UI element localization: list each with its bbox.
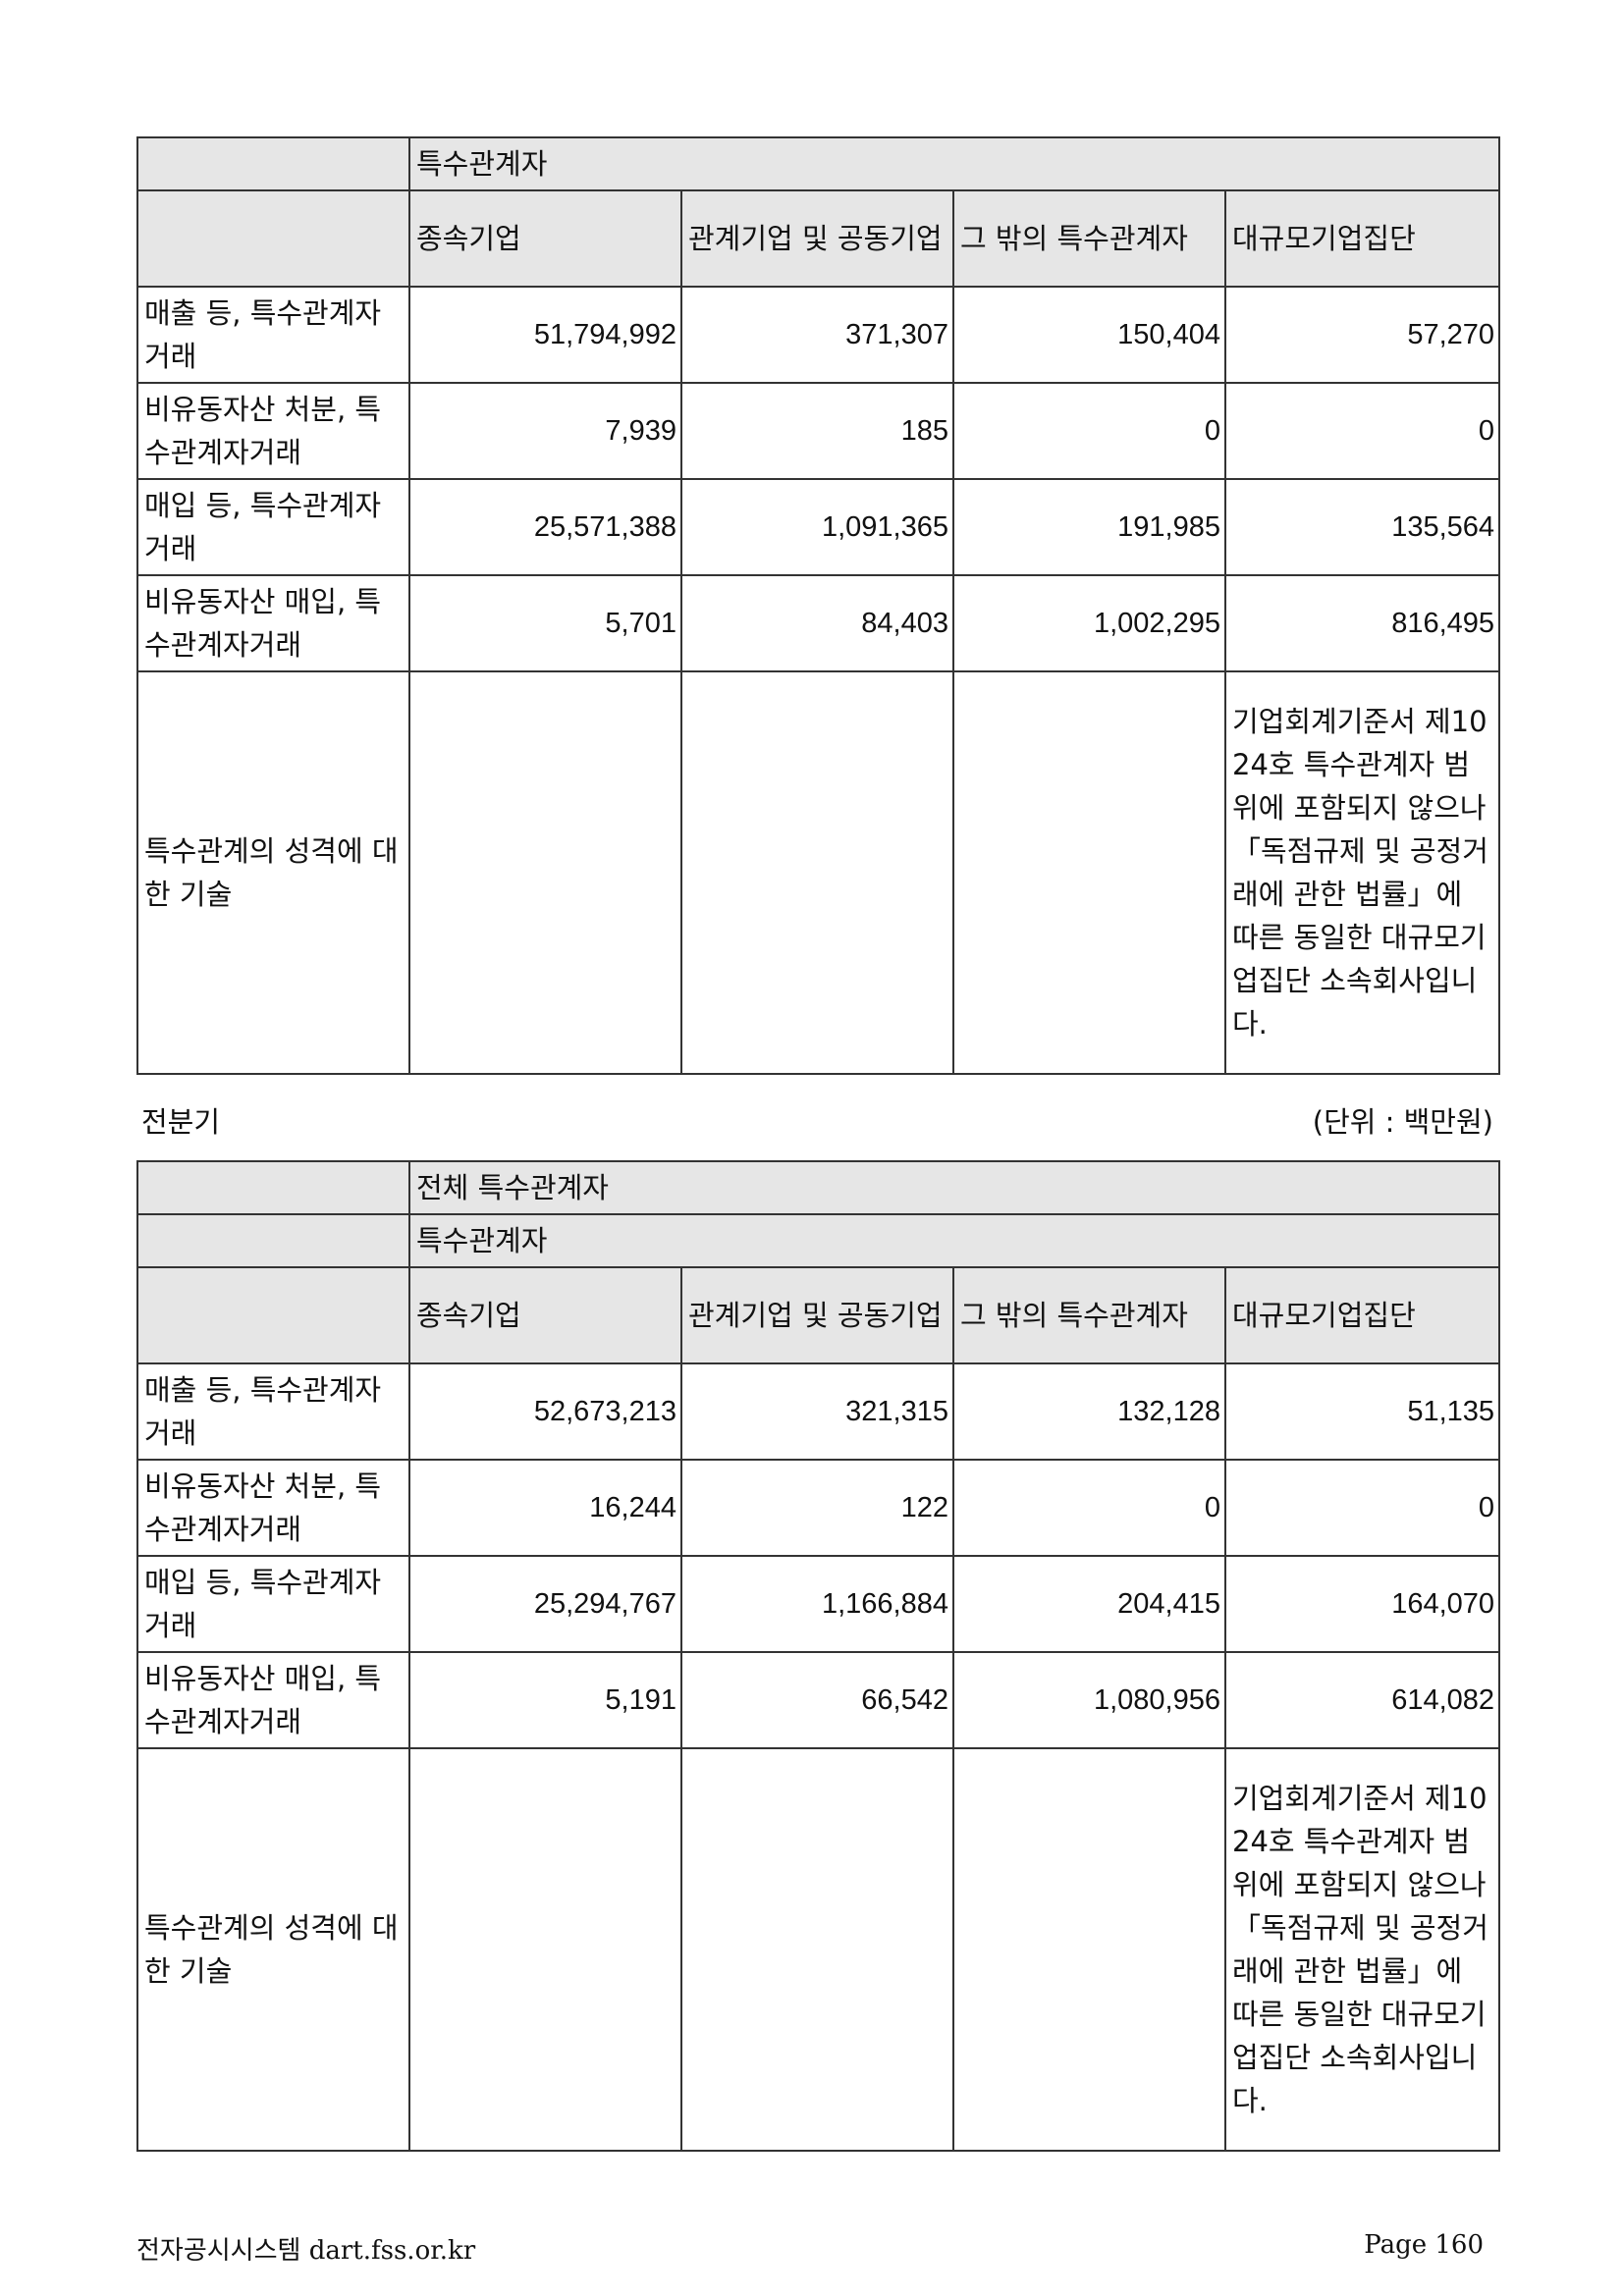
description-text: 기업회계기준서 제1024호 특수관계자 범위에 포함되지 않으나 「독점규제 … [1223,670,1501,1075]
corner-cell [136,1160,410,1215]
row-label: 매출 등, 특수관계자거래 [136,286,410,384]
value-cell: 135,564 [1223,478,1501,576]
group-header: 특수관계자 [407,1213,1501,1268]
table-row: 비유동자산 처분, 특수관계자거래 7,939 185 0 0 [136,382,1501,480]
row-label: 비유동자산 매입, 특수관계자거래 [136,574,410,672]
column-header: 관계기업 및 공동기업 [680,189,954,288]
value-cell: 0 [1223,382,1501,480]
description-label: 특수관계의 성격에 대한 기술 [136,670,410,1075]
column-header: 그 밖의 특수관계자 [952,189,1226,288]
footer-site: 전자공시시스템 dart.fss.or.kr [136,2236,476,2266]
corner-cell [136,136,410,191]
row-label: 비유동자산 처분, 특수관계자거래 [136,382,410,480]
value-cell: 5,191 [408,1651,682,1749]
column-header: 대규모기업집단 [1223,1266,1501,1364]
description-row: 특수관계의 성격에 대한 기술 기업회계기준서 제1024호 특수관계자 범위에… [136,1747,1501,2152]
value-cell: 191,985 [952,478,1226,576]
row-label: 비유동자산 처분, 특수관계자거래 [136,1459,410,1557]
table-row: 비유동자산 처분, 특수관계자거래 16,244 122 0 0 [136,1459,1501,1557]
empty-cell [952,1747,1226,2152]
corner-cell [136,1266,410,1364]
value-cell: 51,794,992 [408,286,682,384]
row-label: 비유동자산 매입, 특수관계자거래 [136,1651,410,1749]
value-cell: 25,294,767 [408,1555,682,1653]
column-header: 그 밖의 특수관계자 [952,1266,1226,1364]
group-header: 특수관계자 [407,136,1501,191]
value-cell: 5,701 [408,574,682,672]
footer-page-number: Page 160 [1364,2230,1484,2260]
unit-label: (단위 : 백만원) [1312,1105,1493,1139]
table-row: 매입 등, 특수관계자거래 25,571,388 1,091,365 191,9… [136,478,1501,576]
period-label: 전분기 [141,1105,221,1139]
value-cell: 25,571,388 [408,478,682,576]
column-header: 대규모기업집단 [1223,189,1501,288]
row-label: 매입 등, 특수관계자거래 [136,478,410,576]
value-cell: 132,128 [952,1362,1226,1461]
column-header: 종속기업 [408,1266,682,1364]
value-cell: 66,542 [680,1651,954,1749]
current-period-table: 특수관계자 종속기업 관계기업 및 공동기업 그 밖의 특수관계자 대규모기업집… [136,136,1501,1075]
value-cell: 1,166,884 [680,1555,954,1653]
column-header: 종속기업 [408,189,682,288]
corner-cell [136,189,410,288]
row-label: 매출 등, 특수관계자거래 [136,1362,410,1461]
value-cell: 0 [1223,1459,1501,1557]
value-cell: 57,270 [1223,286,1501,384]
value-cell: 16,244 [408,1459,682,1557]
value-cell: 1,080,956 [952,1651,1226,1749]
value-cell: 52,673,213 [408,1362,682,1461]
table-row: 매출 등, 특수관계자거래 52,673,213 321,315 132,128… [136,1362,1501,1461]
value-cell: 150,404 [952,286,1226,384]
value-cell: 1,002,295 [952,574,1226,672]
value-cell: 1,091,365 [680,478,954,576]
empty-cell [680,1747,954,2152]
empty-cell [408,670,682,1075]
value-cell: 614,082 [1223,1651,1501,1749]
value-cell: 204,415 [952,1555,1226,1653]
column-header: 관계기업 및 공동기업 [680,1266,954,1364]
description-label: 특수관계의 성격에 대한 기술 [136,1747,410,2152]
value-cell: 321,315 [680,1362,954,1461]
value-cell: 122 [680,1459,954,1557]
table-row: 비유동자산 매입, 특수관계자거래 5,191 66,542 1,080,956… [136,1651,1501,1749]
value-cell: 0 [952,382,1226,480]
value-cell: 164,070 [1223,1555,1501,1653]
value-cell: 816,495 [1223,574,1501,672]
value-cell: 371,307 [680,286,954,384]
corner-cell [136,1213,410,1268]
empty-cell [408,1747,682,2152]
top-header: 전체 특수관계자 [407,1160,1501,1215]
value-cell: 0 [952,1459,1226,1557]
value-cell: 185 [680,382,954,480]
empty-cell [680,670,954,1075]
value-cell: 51,135 [1223,1362,1501,1461]
value-cell: 84,403 [680,574,954,672]
description-row: 특수관계의 성격에 대한 기술 기업회계기준서 제1024호 특수관계자 범위에… [136,670,1501,1075]
table-row: 비유동자산 매입, 특수관계자거래 5,701 84,403 1,002,295… [136,574,1501,672]
previous-period-table: 전체 특수관계자 특수관계자 종속기업 관계기업 및 공동기업 그 밖의 특수관… [136,1160,1501,2152]
value-cell: 7,939 [408,382,682,480]
empty-cell [952,670,1226,1075]
description-text: 기업회계기준서 제1024호 특수관계자 범위에 포함되지 않으나「독점규제 및… [1223,1747,1501,2152]
row-label: 매입 등, 특수관계자거래 [136,1555,410,1653]
table-row: 매출 등, 특수관계자거래 51,794,992 371,307 150,404… [136,286,1501,384]
table-row: 매입 등, 특수관계자거래 25,294,767 1,166,884 204,4… [136,1555,1501,1653]
